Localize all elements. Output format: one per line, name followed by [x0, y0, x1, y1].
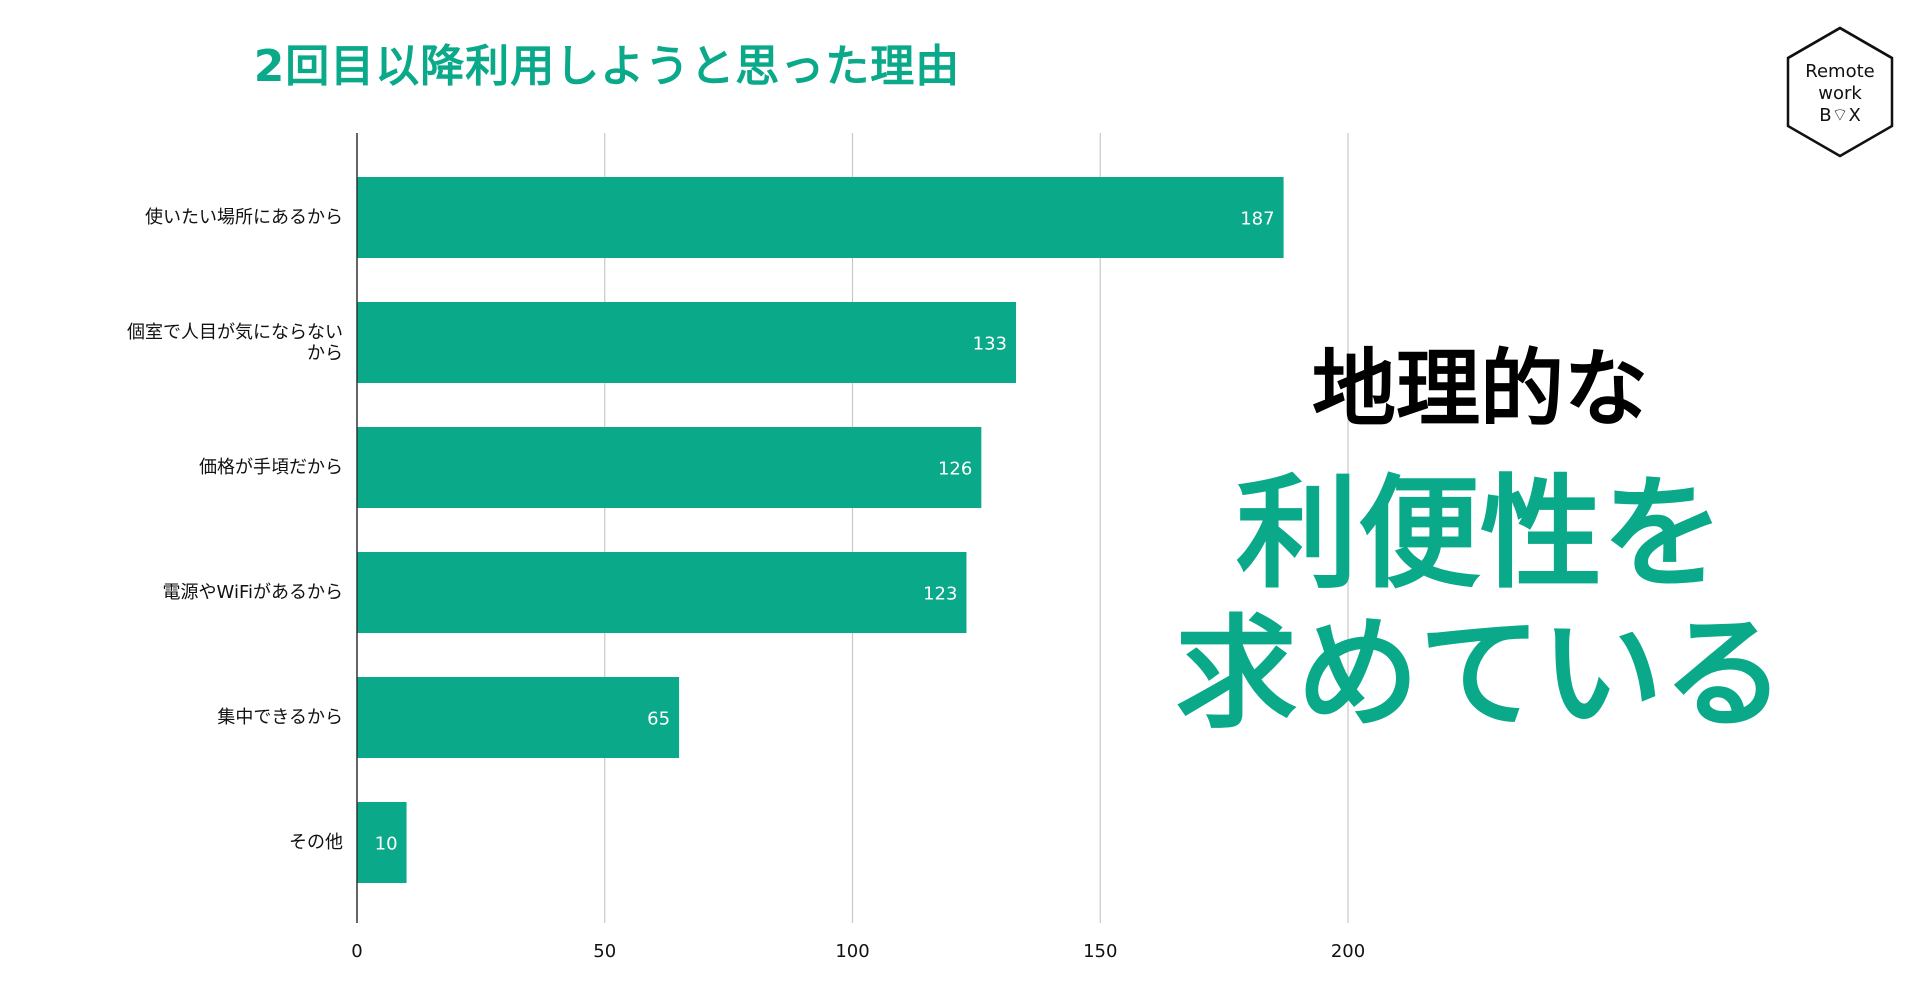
bar-value-label: 10	[375, 834, 398, 855]
bar	[357, 177, 1284, 258]
x-tick-label: 50	[593, 941, 616, 962]
category-label-line: その他	[289, 832, 343, 853]
x-axis-ticks: 0 50 100 150 200	[351, 941, 1365, 962]
headline-line-1: 地理的な	[1311, 340, 1648, 438]
headline-line-3: 求めている	[1175, 603, 1785, 745]
bar-value-label: 133	[973, 334, 1007, 355]
category-label: 価格が手頃だから	[13, 457, 343, 478]
category-label: 個室で人目が気にならない から	[13, 322, 343, 364]
logo-text-line-1: Remote	[1805, 61, 1875, 82]
category-label: 電源やWiFiがあるから	[13, 582, 343, 603]
remote-work-box-logo: Remote work B⌔X	[1780, 22, 1900, 162]
bar	[357, 552, 967, 633]
category-label-line: 電源やWiFiがあるから	[162, 582, 343, 603]
logo-text-line-2: work	[1818, 83, 1862, 104]
category-label: 使いたい場所にあるから	[13, 207, 343, 228]
chart-title: 2回目以降利用しようと思った理由	[253, 41, 961, 92]
category-label-line: 個室で人目が気にならない	[127, 321, 343, 343]
category-label-line: 価格が手頃だから	[199, 457, 343, 478]
bar-value-label: 187	[1240, 209, 1274, 230]
x-tick-label: 200	[1331, 941, 1365, 962]
category-label-line: 集中できるから	[217, 707, 343, 728]
data-labels: 187 133 126 123 65 10	[375, 209, 1275, 855]
bar	[357, 302, 1017, 383]
logo-text-line-3: B⌔X	[1819, 105, 1861, 126]
grid-lines	[604, 133, 1349, 923]
bar-value-label: 126	[938, 459, 972, 480]
category-label-line: から	[307, 342, 343, 364]
bar-value-label: 65	[647, 709, 670, 730]
bar	[357, 802, 407, 883]
category-label: 集中できるから	[13, 707, 343, 728]
bar	[357, 427, 982, 508]
x-tick-label: 100	[835, 941, 869, 962]
bar	[357, 677, 680, 758]
x-tick-label: 0	[351, 941, 362, 962]
hexagon-house-logo-icon	[1786, 26, 1894, 158]
category-label-line: 使いたい場所にあるから	[145, 207, 343, 228]
headline-line-2: 利便性を	[1236, 463, 1724, 605]
bar-chart: 187 133 126 123 65 10 0 50 100 150 200	[351, 133, 1365, 962]
x-tick-label: 150	[1083, 941, 1117, 962]
category-label: その他	[13, 832, 343, 853]
bar-value-label: 123	[923, 584, 957, 605]
bars	[357, 177, 1284, 883]
